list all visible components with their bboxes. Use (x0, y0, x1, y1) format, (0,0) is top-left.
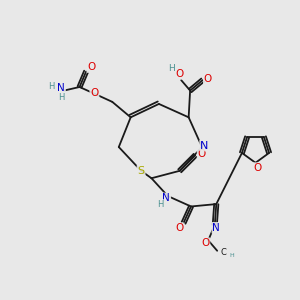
Text: O: O (201, 238, 209, 248)
Text: N: N (57, 82, 65, 93)
Text: O: O (90, 88, 98, 98)
Text: O: O (87, 62, 96, 72)
Text: H: H (58, 94, 64, 103)
Text: O: O (198, 149, 206, 159)
Text: O: O (175, 223, 183, 233)
Text: H: H (157, 200, 164, 209)
Text: N: N (212, 223, 220, 233)
Text: O: O (204, 74, 212, 84)
Text: H: H (229, 253, 234, 258)
Text: O: O (176, 69, 184, 79)
Text: N: N (163, 194, 170, 203)
Text: S: S (137, 166, 145, 176)
Text: H: H (48, 82, 55, 91)
Text: O: O (253, 163, 261, 173)
Text: N: N (200, 140, 208, 151)
Text: C: C (221, 248, 226, 257)
Text: H: H (168, 64, 175, 74)
